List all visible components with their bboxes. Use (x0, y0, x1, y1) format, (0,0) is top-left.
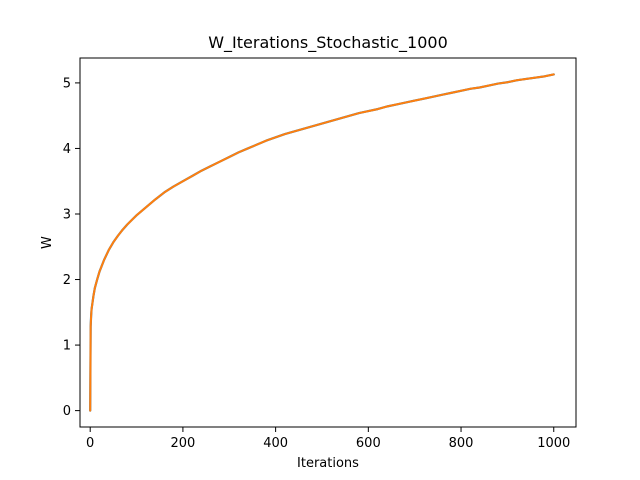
x-tick-label: 600 (356, 436, 381, 451)
y-tick-label: 5 (63, 76, 71, 91)
chart-title: W_Iterations_Stochastic_1000 (208, 33, 448, 53)
series-line-0 (89, 73, 555, 412)
y-tick-label: 3 (63, 207, 71, 222)
y-axis: 0 1 2 3 4 5 (63, 76, 80, 419)
y-tick-label: 4 (63, 142, 71, 157)
x-tick-label: 0 (86, 436, 94, 451)
x-tick-label: 400 (263, 436, 288, 451)
x-tick-label: 200 (170, 436, 195, 451)
x-tick-label: 1000 (537, 436, 570, 451)
plot-area (89, 73, 555, 412)
axes-frame (79, 57, 577, 428)
x-tick-label: 800 (449, 436, 474, 451)
y-tick-label: 2 (63, 273, 71, 288)
x-axis-label: Iterations (297, 456, 359, 471)
y-tick-label: 0 (63, 404, 71, 419)
x-axis: 0 200 400 600 800 1000 (86, 427, 570, 451)
y-tick-label: 1 (63, 339, 71, 354)
y-axis-label: W (40, 236, 55, 249)
